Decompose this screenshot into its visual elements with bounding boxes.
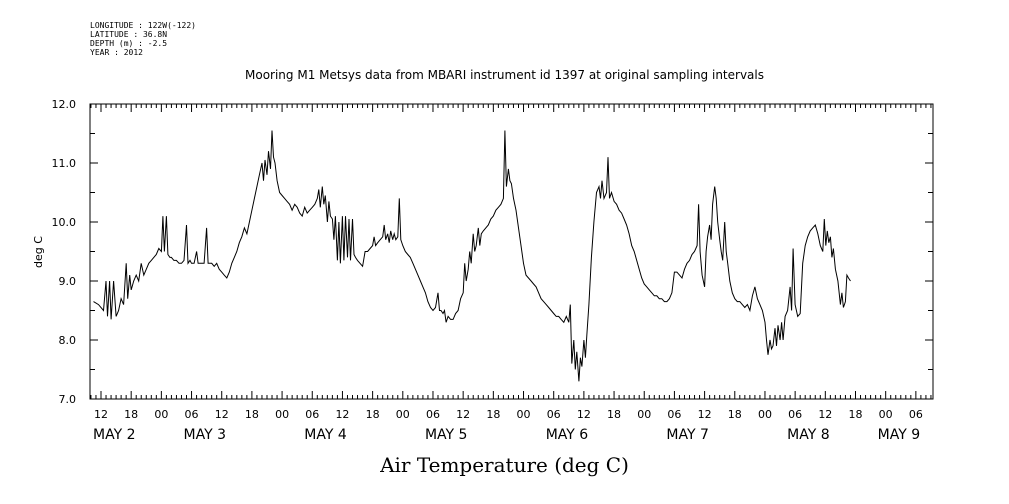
y-axis-label: deg C [32,236,45,268]
series-line-air-temperature [93,130,851,382]
x-day-label: MAY 4 [304,427,347,443]
x-hour-label: 12 [456,408,470,421]
x-hour-label: 12 [818,408,832,421]
x-day-label: MAY 6 [546,427,589,443]
x-hour-label: 12 [335,408,349,421]
x-day-label: MAY 3 [184,427,226,443]
x-hour-label: 12 [577,408,591,421]
chart-title: Mooring M1 Metsys data from MBARI instru… [245,68,764,82]
x-hour-label: 18 [124,408,138,421]
x-hour-label: 00 [879,408,893,421]
y-tick-label: 9.0 [59,275,77,288]
x-axis: 12 18 00 06 12 18 00 06 12 18 00 06 12 18 00 06 12 18 00 06… [90,104,932,443]
x-hour-label: 06 [788,408,802,421]
x-hour-label: 06 [185,408,199,421]
x-hour-label: 00 [637,408,651,421]
x-hour-label: 00 [517,408,531,421]
y-tick-label: 11.0 [52,157,77,170]
x-hour-label: 06 [909,408,923,421]
x-day-label: MAY 5 [425,427,467,443]
x-hour-label: 18 [486,408,500,421]
x-axis-title: Air Temperature (deg C) [380,453,629,477]
x-day-label: MAY 7 [666,427,708,443]
metadata-block: LONGITUDE : 122W(-122) LATITUDE : 36.8N … [90,21,196,57]
x-hour-label: 00 [396,408,410,421]
x-hour-label: 06 [667,408,681,421]
x-hour-label: 06 [547,408,561,421]
x-hour-label: 18 [245,408,259,421]
x-hour-label: 06 [426,408,440,421]
x-hour-label: 12 [215,408,229,421]
x-hour-label: 06 [305,408,319,421]
x-day-label: MAY 2 [93,427,135,443]
y-tick-label: 12.0 [52,98,77,111]
y-tick-label: 8.0 [59,334,77,347]
x-hour-label: 00 [275,408,289,421]
x-day-label: MAY 9 [878,427,920,443]
x-hour-label: 00 [758,408,772,421]
x-hour-label: 18 [849,408,863,421]
x-hour-label: 18 [607,408,621,421]
y-tick-label: 10.0 [52,216,77,229]
longitude-label: LONGITUDE : 122W(-122) [90,21,196,30]
x-hour-label: 12 [698,408,712,421]
x-hour-label: 00 [154,408,168,421]
plot-frame [89,103,934,400]
y-axis: 7.0 8.0 9.0 10.0 11.0 12.0 [52,98,933,406]
year-label: YEAR : 2012 [90,48,143,57]
x-hour-label: 18 [728,408,742,421]
x-day-label: MAY 8 [787,427,829,443]
x-hour-label: 18 [366,408,380,421]
y-tick-label: 7.0 [59,393,77,406]
x-hour-label: 12 [94,408,108,421]
latitude-label: LATITUDE : 36.8N [90,30,168,39]
depth-label: DEPTH (m) : -2.5 [90,39,168,48]
